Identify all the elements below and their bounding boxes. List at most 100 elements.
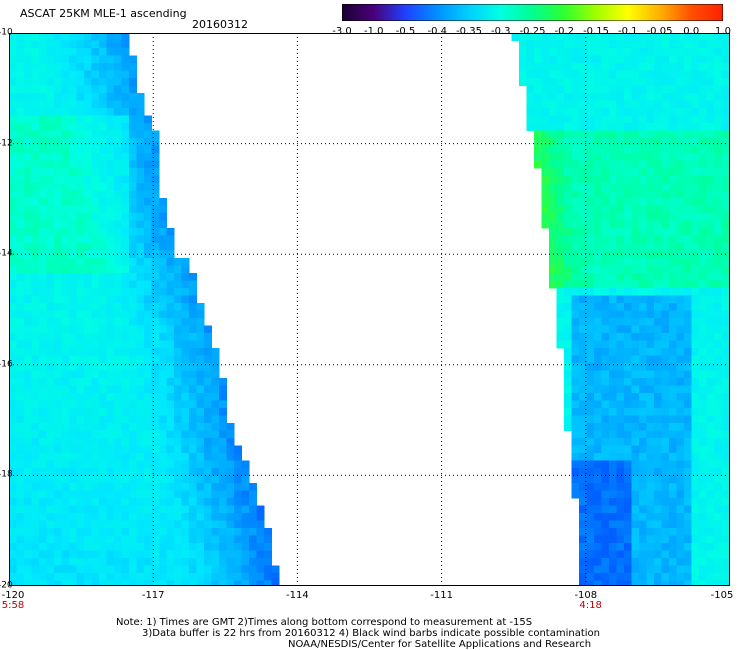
swath-cell: [54, 183, 62, 191]
swath-cell: [129, 205, 137, 214]
swath-cell: [684, 183, 692, 191]
swath-cell: [699, 535, 707, 544]
swath-cell: [661, 445, 670, 454]
swath-cell: [189, 385, 197, 394]
swath-cell: [46, 333, 55, 341]
swath-cell: [684, 468, 692, 476]
swath-cell: [174, 340, 182, 349]
swath-cell: [144, 378, 152, 386]
swath-cell: [151, 175, 160, 184]
swath-cell: [144, 528, 152, 536]
swath-cell: [669, 483, 677, 491]
swath-cell: [654, 310, 662, 319]
swath-cell: [76, 400, 85, 409]
swath-cell: [669, 385, 677, 394]
swath-cell: [61, 213, 70, 221]
swath-cell: [84, 520, 92, 529]
swath-cell: [676, 303, 685, 311]
swath-cell: [721, 33, 730, 41]
swath-cell: [196, 453, 205, 461]
swath-cell: [91, 483, 100, 491]
swath-cell: [121, 273, 130, 281]
swath-cell: [586, 108, 595, 116]
swath-cell: [136, 573, 145, 581]
swath-cell: [144, 228, 152, 236]
swath-cell: [564, 78, 572, 86]
swath-cell: [594, 460, 602, 469]
swath-cell: [31, 93, 40, 101]
swath-cell: [556, 213, 565, 221]
swath-cell: [609, 453, 617, 461]
swath-cell: [541, 63, 550, 71]
swath-cell: [211, 528, 220, 536]
swath-cell: [204, 393, 212, 401]
swath-cell: [16, 385, 25, 394]
swath-cell: [579, 288, 587, 296]
swath-cell: [639, 460, 647, 469]
swath-cell: [579, 93, 587, 101]
swath-cell: [151, 325, 160, 334]
swath-cell: [669, 63, 677, 71]
swath-cell: [706, 63, 715, 71]
swath-cell: [91, 123, 100, 131]
swath-cell: [76, 108, 85, 116]
colorbar-tick-label: -0.35: [456, 26, 482, 37]
swath-cell: [136, 528, 145, 536]
swath-cell: [676, 168, 685, 176]
swath-cell: [639, 513, 647, 521]
swath-cell: [579, 303, 587, 311]
swath-cell: [706, 168, 715, 176]
swath-cell: [571, 213, 580, 221]
swath-cell: [586, 33, 595, 41]
swath-cell: [586, 408, 595, 416]
swath-cell: [684, 295, 692, 304]
swath-cell: [616, 513, 625, 521]
swath-cell: [586, 423, 595, 431]
swath-cell: [99, 280, 107, 289]
swath-cell: [616, 123, 625, 131]
swath-cell: [594, 490, 602, 499]
swath-cell: [39, 228, 47, 236]
swath-cell: [144, 288, 152, 296]
swath-cell: [159, 543, 167, 551]
swath-cell: [631, 430, 640, 439]
swath-cell: [256, 520, 265, 529]
swath-cell: [714, 100, 722, 109]
swath-cell: [721, 453, 730, 461]
swath-cell: [189, 303, 197, 311]
swath-cell: [594, 520, 602, 529]
swath-cell: [24, 190, 32, 199]
swath-cell: [556, 205, 565, 214]
swath-cell: [24, 318, 32, 326]
swath-cell: [579, 213, 587, 221]
swath-cell: [564, 288, 572, 296]
swath-cell: [76, 205, 85, 214]
swath-cell: [61, 63, 70, 71]
swath-cell: [16, 190, 25, 199]
swath-cell: [189, 453, 197, 461]
swath-cell: [39, 100, 47, 109]
swath-cell: [151, 520, 160, 529]
swath-cell: [54, 438, 62, 446]
swath-cell: [9, 258, 17, 266]
swath-cell: [609, 115, 617, 124]
swath-cell: [76, 378, 85, 386]
swath-cell: [676, 415, 685, 424]
swath-cell: [706, 543, 715, 551]
swath-cell: [571, 340, 580, 349]
swath-cell: [204, 333, 212, 341]
swath-cell: [691, 153, 700, 161]
swath-cell: [211, 520, 220, 529]
swath-cell: [714, 325, 722, 334]
swath-cell: [571, 273, 580, 281]
swath-cell: [174, 520, 182, 529]
swath-cell: [571, 288, 580, 296]
swath-cell: [136, 93, 145, 101]
swath-cell: [69, 175, 77, 184]
swath-cell: [624, 385, 632, 394]
swath-cell: [631, 220, 640, 229]
swath-cell: [579, 348, 587, 356]
swath-cell: [136, 378, 145, 386]
swath-cell: [691, 160, 700, 169]
swath-cell: [639, 100, 647, 109]
